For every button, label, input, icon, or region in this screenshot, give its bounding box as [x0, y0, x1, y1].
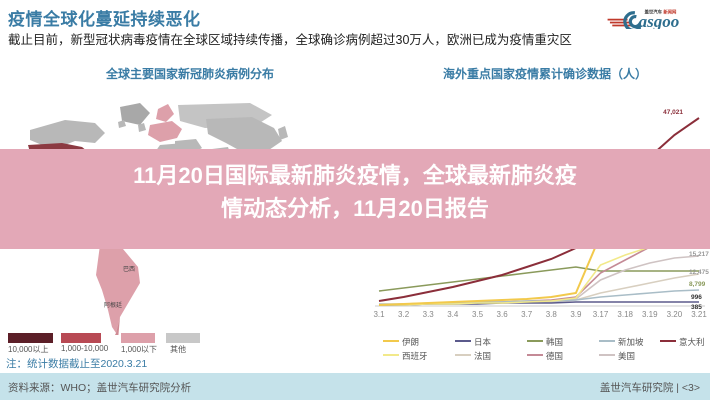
- svg-text:47,021: 47,021: [663, 109, 683, 116]
- svg-text:阿根廷: 阿根廷: [104, 301, 122, 309]
- svg-text:3.4: 3.4: [447, 310, 459, 319]
- svg-text:15,217: 15,217: [689, 251, 709, 258]
- svg-text:3.21: 3.21: [691, 310, 707, 319]
- svg-text:盖世汽车: 盖世汽车: [645, 8, 663, 15]
- svg-text:3.20: 3.20: [667, 310, 683, 319]
- svg-text:385: 385: [691, 304, 702, 311]
- svg-text:新闻网: 新闻网: [663, 8, 677, 15]
- svg-text:8,799: 8,799: [689, 281, 706, 288]
- svg-text:3.1: 3.1: [373, 310, 385, 319]
- svg-text:3.17: 3.17: [593, 310, 609, 319]
- svg-text:3.18: 3.18: [617, 310, 633, 319]
- svg-text:3.19: 3.19: [642, 310, 658, 319]
- svg-text:3.7: 3.7: [521, 310, 533, 319]
- svg-text:巴西: 巴西: [123, 266, 135, 273]
- svg-text:3.2: 3.2: [398, 310, 410, 319]
- svg-text:3.6: 3.6: [497, 310, 509, 319]
- svg-text:asgoo: asgoo: [639, 12, 680, 29]
- svg-text:3.8: 3.8: [546, 310, 558, 319]
- svg-text:12,475: 12,475: [689, 269, 709, 276]
- svg-text:996: 996: [691, 294, 702, 301]
- svg-text:3.9: 3.9: [570, 310, 582, 319]
- svg-text:3.5: 3.5: [472, 310, 484, 319]
- svg-text:3.3: 3.3: [423, 310, 435, 319]
